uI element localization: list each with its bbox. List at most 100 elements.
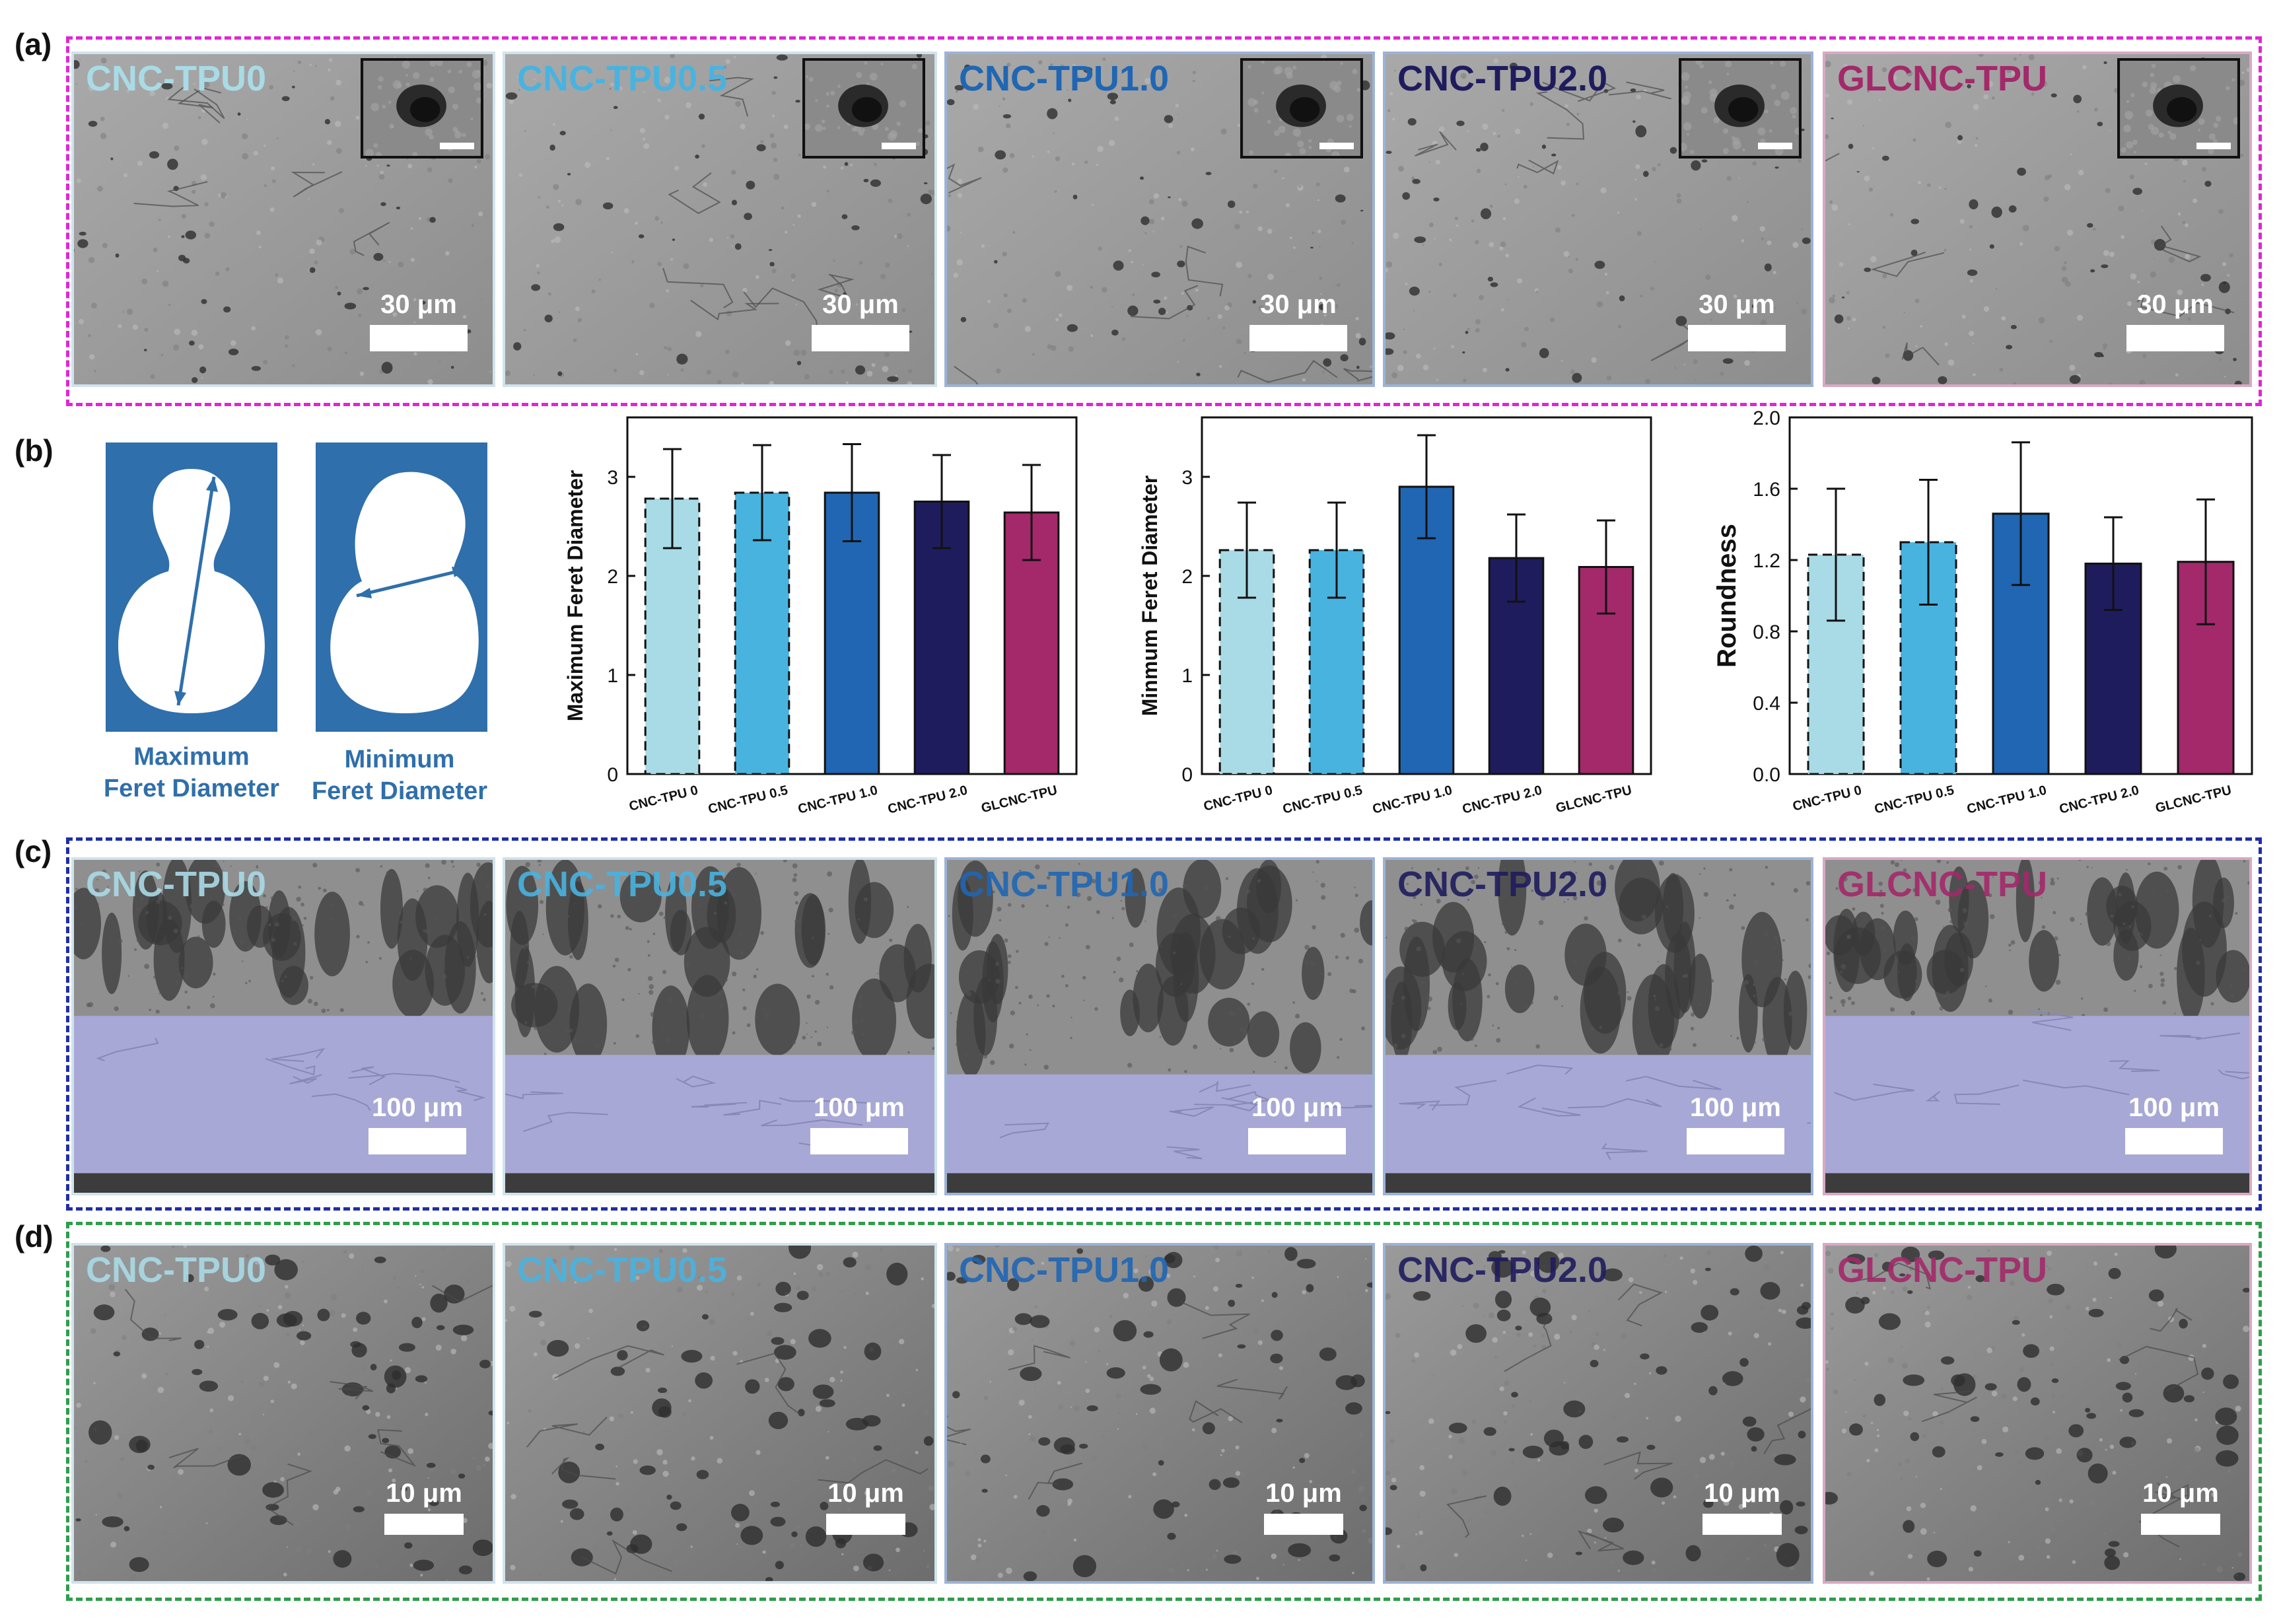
scale-bar-line bbox=[2125, 1128, 2223, 1154]
min-feret-diagram bbox=[316, 442, 487, 732]
sample-label: CNC-TPU2.0 bbox=[1397, 1250, 1608, 1290]
sem-image-a-3: CNC-TPU1.0 30 μm bbox=[944, 52, 1375, 387]
scale-bar-line bbox=[370, 325, 468, 351]
y-tick-label: 3 bbox=[607, 467, 618, 489]
scale-bar-line bbox=[1264, 1514, 1343, 1535]
panel-c-letter: (c) bbox=[15, 834, 52, 868]
min-feret-particle-shape bbox=[330, 472, 479, 713]
panel-b-letter: (b) bbox=[15, 433, 53, 468]
sem-image-c-4: CNC-TPU2.0 100 μm bbox=[1383, 857, 1813, 1195]
y-tick-label: 0.4 bbox=[1753, 693, 1780, 715]
scale-bar: 30 μm bbox=[357, 290, 481, 351]
error-bar-4 bbox=[2104, 516, 2123, 612]
sem-texture bbox=[1386, 1246, 1811, 1581]
sem-image-c-2: CNC-TPU0.5 100 μm bbox=[503, 857, 937, 1195]
scale-bar-label: 100 μm bbox=[814, 1093, 905, 1122]
error-bar-1 bbox=[1238, 501, 1256, 599]
pore-inset-image bbox=[361, 58, 483, 159]
min-feret-caption: Minimum Feret Diameter bbox=[300, 744, 499, 807]
scale-bar: 100 μm bbox=[1673, 1093, 1798, 1154]
y-tick-label: 3 bbox=[1181, 467, 1193, 489]
scale-bar-label: 30 μm bbox=[822, 290, 899, 319]
inset-scale-bar bbox=[440, 143, 474, 149]
y-tick-label: 1.2 bbox=[1753, 550, 1780, 572]
scale-bar: 10 μm bbox=[371, 1479, 477, 1535]
scale-bar-label: 10 μm bbox=[1704, 1479, 1780, 1508]
sem-image-d-3: CNC-TPU1.0 10 μm bbox=[944, 1243, 1375, 1584]
scale-bar-label: 100 μm bbox=[1251, 1093, 1343, 1122]
sample-label: CNC-TPU0 bbox=[86, 865, 267, 904]
y-tick-label: 2 bbox=[607, 566, 618, 588]
sample-label: CNC-TPU2.0 bbox=[1397, 59, 1608, 98]
scale-bar-label: 30 μm bbox=[1260, 290, 1337, 319]
x-tick-label: CNC-TPU 0.5 bbox=[1281, 783, 1364, 817]
scale-bar-label: 10 μm bbox=[1265, 1479, 1342, 1508]
scale-bar-line bbox=[812, 325, 909, 351]
sample-label: GLCNC-TPU bbox=[1837, 59, 2047, 98]
y-axis-label: Maximum Feret Diameter bbox=[563, 470, 587, 722]
error-bar-1 bbox=[663, 448, 682, 549]
x-tick-label: CNC-TPU 0 bbox=[1202, 783, 1274, 814]
x-tick-label: GLCNC-TPU bbox=[2154, 783, 2233, 816]
y-tick-label: 0.8 bbox=[1753, 621, 1780, 643]
sem-image-d-4: CNC-TPU2.0 10 μm bbox=[1383, 1243, 1813, 1584]
scale-bar: 30 μm bbox=[1675, 290, 1799, 351]
scale-bar-label: 100 μm bbox=[1690, 1093, 1781, 1122]
error-bar-3 bbox=[843, 443, 861, 542]
panel-d-letter: (d) bbox=[15, 1219, 53, 1253]
sem-image-c-1: CNC-TPU0 100 μm bbox=[71, 857, 495, 1195]
scale-bar: 100 μm bbox=[355, 1093, 479, 1154]
x-tick-label: CNC-TPU 0 bbox=[1791, 783, 1863, 814]
x-tick-label: CNC-TPU 1.0 bbox=[796, 783, 879, 817]
sample-label: CNC-TPU0.5 bbox=[517, 1250, 728, 1290]
scale-bar-line bbox=[810, 1128, 908, 1154]
chart-roundness: 0.0 0.4 0.8 1.2 1.6 2.0 Roundness CNC-TPU 0 CNC-… bbox=[1712, 407, 2253, 817]
x-tick-label: CNC-TPU 0.5 bbox=[707, 783, 789, 817]
panel-a-frame bbox=[66, 36, 2262, 406]
sem-image-d-1: CNC-TPU0 10 μm bbox=[71, 1243, 495, 1584]
scale-bar-line bbox=[368, 1128, 466, 1154]
sample-label: GLCNC-TPU bbox=[1837, 1250, 2047, 1290]
scale-bar: 100 μm bbox=[797, 1093, 921, 1154]
y-axis-label: Minmum Feret Diameter bbox=[1138, 476, 1162, 717]
y-axis-label: Roundness bbox=[1712, 524, 1741, 668]
scale-bar-line bbox=[1248, 1128, 1346, 1154]
sample-label: CNC-TPU1.0 bbox=[959, 1250, 1170, 1290]
sem-image-a-5: GLCNC-TPU 30 μm bbox=[1823, 52, 2252, 387]
y-tick-label: 1 bbox=[1181, 665, 1193, 687]
inset-scale-bar bbox=[882, 143, 916, 149]
error-bar-5 bbox=[1022, 464, 1041, 561]
sem-image-d-5: GLCNC-TPU 10 μm bbox=[1823, 1243, 2252, 1584]
sample-label: CNC-TPU0 bbox=[86, 59, 267, 98]
sem-image-c-5: GLCNC-TPU 100 μm bbox=[1823, 857, 2252, 1195]
error-bar-2 bbox=[1919, 479, 1938, 606]
scale-bar-line bbox=[2126, 325, 2224, 351]
min-feret-caption-line1: Minimum bbox=[344, 746, 455, 773]
pore-inset-image bbox=[1240, 58, 1363, 159]
x-tick-label: CNC-TPU 0 bbox=[627, 783, 699, 814]
sample-label: GLCNC-TPU bbox=[1837, 865, 2047, 904]
scale-bar-label: 30 μm bbox=[1699, 290, 1775, 319]
sem-image-a-1: CNC-TPU0 30 μm bbox=[71, 52, 495, 387]
sem-image-d-2: CNC-TPU0.5 10 μm bbox=[503, 1243, 937, 1584]
error-bar-1 bbox=[1827, 487, 1845, 622]
scale-bar: 10 μm bbox=[2128, 1479, 2233, 1535]
y-tick-label: 1.6 bbox=[1753, 479, 1780, 501]
panel-c-frame bbox=[66, 837, 2262, 1211]
error-bar-3 bbox=[1417, 434, 1436, 540]
scale-bar: 100 μm bbox=[1235, 1093, 1359, 1154]
pore-inset-image bbox=[2117, 58, 2240, 159]
y-tick-label: 2 bbox=[1181, 566, 1193, 588]
scale-bar: 10 μm bbox=[813, 1479, 919, 1535]
y-tick-label: 2.0 bbox=[1753, 407, 1780, 429]
scale-bar: 30 μm bbox=[798, 290, 923, 351]
scale-bar: 30 μm bbox=[1236, 290, 1360, 351]
sem-image-a-2: CNC-TPU0.5 30 μm bbox=[503, 52, 937, 387]
pore-inset-image bbox=[802, 58, 925, 159]
scale-bar-line bbox=[384, 1514, 464, 1535]
sample-label: CNC-TPU2.0 bbox=[1397, 865, 1608, 904]
sem-image-a-4: CNC-TPU2.0 30 μm bbox=[1383, 52, 1813, 387]
x-tick-label: CNC-TPU 1.0 bbox=[1965, 783, 2048, 817]
sample-label: CNC-TPU1.0 bbox=[959, 865, 1170, 904]
